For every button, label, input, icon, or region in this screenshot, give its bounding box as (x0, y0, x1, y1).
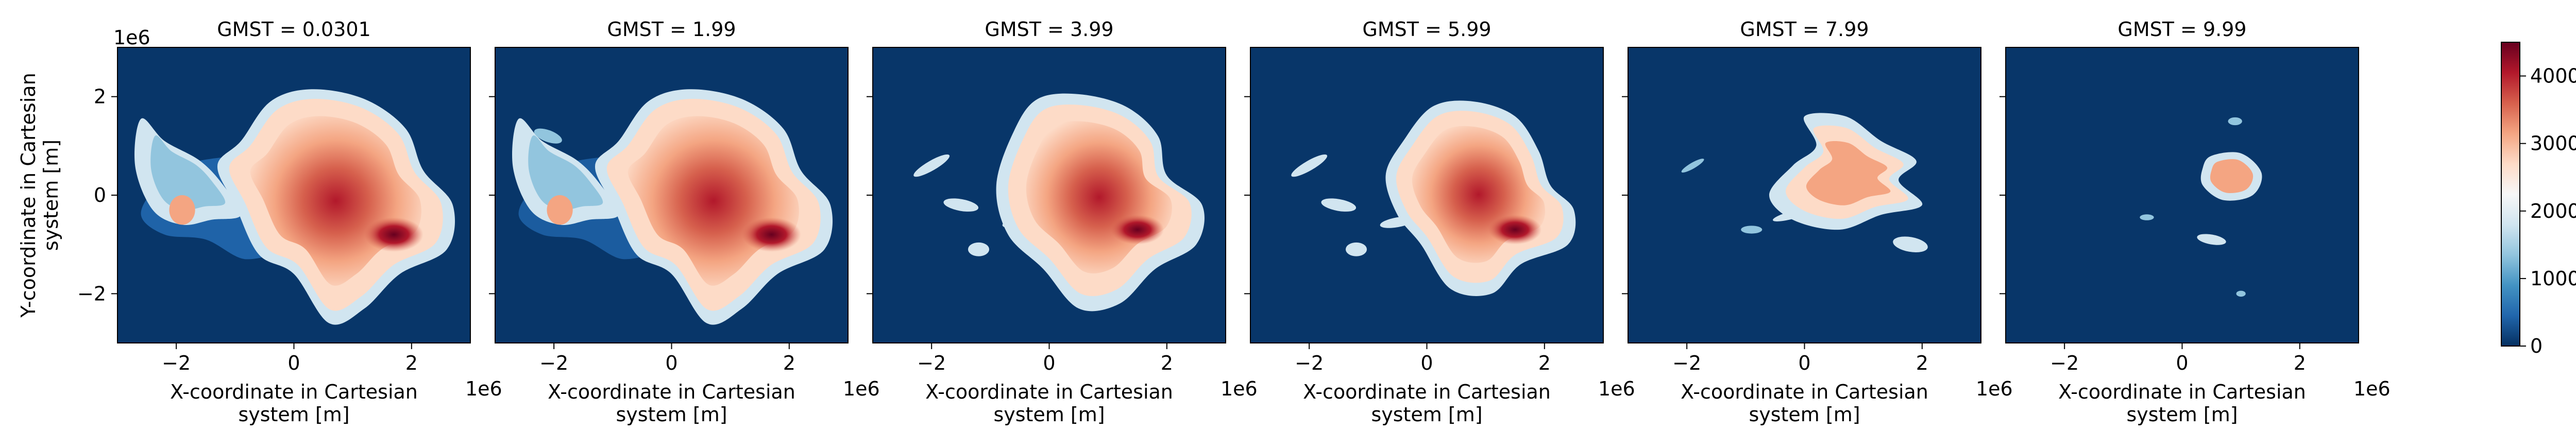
peninsula-fragment (943, 198, 979, 212)
panels: GMST = 0.0301 −2 0 2 −2 0 2 X-coordinate in Car… (17, 18, 2391, 426)
x-axis-label: X-coordinate in Cartesian (925, 381, 1173, 403)
x-axis-label: X-coordinate in Cartesian (1681, 381, 1928, 403)
thickest-ice-region (364, 217, 423, 252)
x-tick-label: 0 (2176, 352, 2188, 374)
y-axis-label-line1: Y-coordinate in Cartesian (17, 73, 40, 318)
ice-fragment (2236, 290, 2246, 297)
panel: GMST = 7.99 −2 0 2 X-coordinate in Cartesian… (1622, 18, 2013, 426)
x-tick-label: 2 (783, 352, 795, 374)
y-axis-label-line2: system [m] (40, 140, 62, 251)
panel-title: GMST = 5.99 (1362, 18, 1491, 41)
colorbar-tick-label: 3000 (2530, 132, 2576, 155)
x-axis-label: system [m] (616, 403, 727, 426)
x-tick-label: 2 (405, 352, 418, 374)
colorbar-tick-label: 4000 (2530, 65, 2576, 88)
west-ice-dome (169, 195, 195, 225)
remaining-ice-interior (1806, 141, 1891, 205)
x-offset-label: 1e6 (2353, 377, 2391, 400)
x-tick-label: 0 (665, 352, 677, 374)
ice-fragment (1741, 226, 1762, 234)
remaining-ice (2210, 159, 2253, 193)
panel: GMST = 1.99 −2 0 2 X-coordinate in Cartesian… (489, 18, 880, 426)
panel-title: GMST = 9.99 (2117, 18, 2246, 41)
x-axis-label: system [m] (993, 403, 1105, 426)
west-ice-dome (547, 195, 573, 225)
colorbar-tick-label: 2000 (2530, 200, 2576, 222)
west-ice-interior (150, 135, 226, 211)
x-offset-label: 1e6 (1976, 377, 2013, 400)
y-tick-label: 0 (94, 184, 106, 206)
x-tick-label: −2 (2050, 352, 2079, 374)
thickest-ice-region (742, 217, 801, 252)
panel-title: GMST = 1.99 (607, 18, 736, 41)
ice-thickness-map (913, 93, 1205, 312)
panel-title: GMST = 7.99 (1740, 18, 1869, 41)
x-axis-label: X-coordinate in Cartesian (1303, 381, 1551, 403)
x-tick-label: 2 (1916, 352, 1928, 374)
x-axis-label: system [m] (2126, 403, 2238, 426)
ice-fragment (2197, 234, 2226, 245)
x-offset-label: 1e6 (843, 377, 880, 400)
x-tick-label: −2 (1672, 352, 1701, 374)
ice-fragment (2228, 117, 2242, 126)
x-tick-label: −2 (1295, 352, 1324, 374)
x-offset-label: 1e6 (1598, 377, 1635, 400)
panel: GMST = 5.99 −2 0 2 X-coordinate in Cartesian… (1244, 18, 1635, 426)
x-tick-label: 2 (2294, 352, 2306, 374)
x-axis-label: X-coordinate in Cartesian (548, 381, 795, 403)
colorbar-tick-label: 1000 (2530, 267, 2576, 290)
x-tick-label: 0 (1420, 352, 1433, 374)
thickest-ice-region (1111, 215, 1164, 245)
x-tick-label: −2 (162, 352, 191, 374)
x-offset-label: 1e6 (465, 377, 502, 400)
x-axis-label: system [m] (1749, 403, 1860, 426)
x-tick-label: 0 (1798, 352, 1810, 374)
x-tick-label: 0 (287, 352, 300, 374)
y-offset-label: 1e6 (113, 26, 150, 49)
peninsula-fragment (1321, 198, 1357, 212)
ice-fragment (2140, 214, 2154, 220)
ice-fragment (1345, 242, 1367, 256)
x-axis-label: X-coordinate in Cartesian (170, 381, 418, 403)
x-tick-label: 0 (1043, 352, 1055, 374)
colorbar-gradient (2501, 42, 2520, 347)
x-tick-label: 2 (1538, 352, 1551, 374)
x-axis-label: system [m] (1371, 403, 1482, 426)
panel: GMST = 9.99 −2 0 2 X-coordinate in Cartesian… (1999, 18, 2391, 426)
ice-fragment (968, 242, 990, 256)
x-tick-label: 2 (1161, 352, 1173, 374)
ice-fragment (1681, 159, 1704, 173)
ice-thickness-map (512, 89, 833, 325)
panel-title: GMST = 3.99 (985, 18, 1113, 41)
panel-title: GMST = 0.0301 (217, 18, 371, 41)
ice-thickness-map (1291, 100, 1576, 297)
y-tick-label: 2 (94, 85, 106, 108)
west-ice-interior (528, 135, 603, 211)
ice-thickness-map (134, 89, 455, 325)
ice-thickness-map (2140, 117, 2262, 297)
ice-fragment (1893, 236, 1928, 252)
x-offset-label: 1e6 (1221, 377, 1258, 400)
colorbar-tick-label: 0 (2530, 335, 2543, 357)
panel: GMST = 0.0301 −2 0 2 −2 0 2 X-coordinate in Car… (17, 18, 502, 426)
colorbar: 01000200030004000land ice thickness [m] (2501, 42, 2576, 357)
x-tick-label: −2 (917, 352, 946, 374)
ocean-background (2006, 47, 2359, 343)
x-axis-label: X-coordinate in Cartesian (2058, 381, 2306, 403)
ice-fragment (534, 128, 562, 144)
ice-thickness-map (1681, 113, 1928, 252)
x-axis-label: system [m] (238, 403, 349, 426)
peninsula-fragment (1291, 154, 1328, 177)
thickest-ice-region (1488, 215, 1542, 245)
y-tick-label: −2 (77, 282, 106, 305)
peninsula-fragment (913, 154, 950, 177)
x-tick-label: −2 (539, 352, 568, 374)
y-axis-label: Y-coordinate in Cartesiansystem [m] (17, 73, 62, 318)
panel: GMST = 3.99 −2 0 2 X-coordinate in Cartesian… (867, 18, 1258, 426)
